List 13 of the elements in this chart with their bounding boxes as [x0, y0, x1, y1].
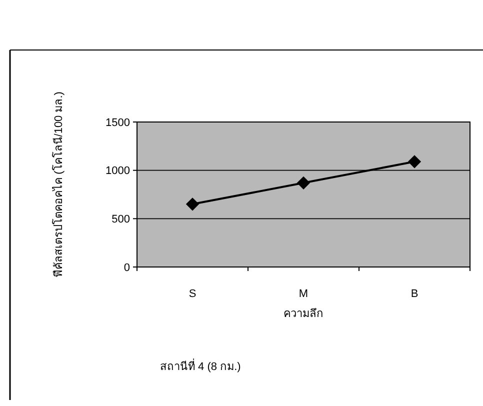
y-axis-title: ฟีคัลสเตรปโตคอคไค (โคโลนี/100 มล.)	[51, 92, 65, 278]
y-tick-label: 1500	[106, 116, 130, 129]
y-tick-label: 0	[124, 262, 130, 274]
x-tick-label: M	[298, 288, 308, 300]
x-tick-label: S	[188, 288, 196, 300]
point	[408, 155, 422, 168]
text: สถานีที่ 4 (8 กม.)	[160, 358, 241, 373]
x-tick-label: B	[410, 288, 418, 300]
y-tick-label: 500	[112, 214, 130, 226]
point	[186, 198, 200, 211]
point	[296, 176, 310, 190]
x-axis-title: ความลึก	[284, 308, 324, 320]
y-tick-label: 1000	[106, 165, 130, 178]
